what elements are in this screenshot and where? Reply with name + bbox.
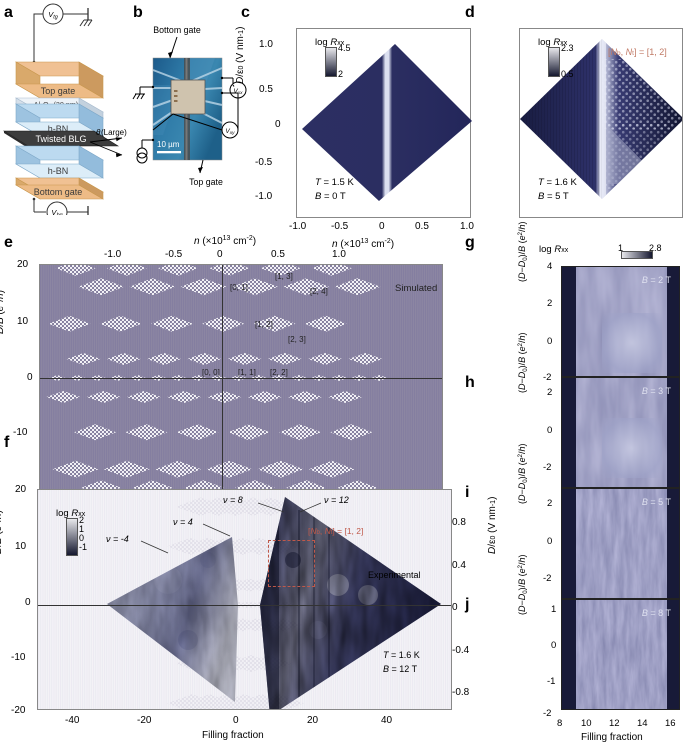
- svg-text:Top gate: Top gate: [189, 177, 223, 187]
- svg-text:(Large): (Large): [101, 128, 127, 137]
- svg-text:10 µm: 10 µm: [157, 140, 180, 149]
- svg-text:Top gate: Top gate: [41, 86, 76, 96]
- svg-text:Twisted BLG: Twisted BLG: [35, 134, 86, 144]
- svg-text:Bottom gate: Bottom gate: [34, 187, 83, 197]
- svg-text:h-BN: h-BN: [48, 166, 69, 176]
- svg-text:Bottom gate: Bottom gate: [153, 25, 201, 35]
